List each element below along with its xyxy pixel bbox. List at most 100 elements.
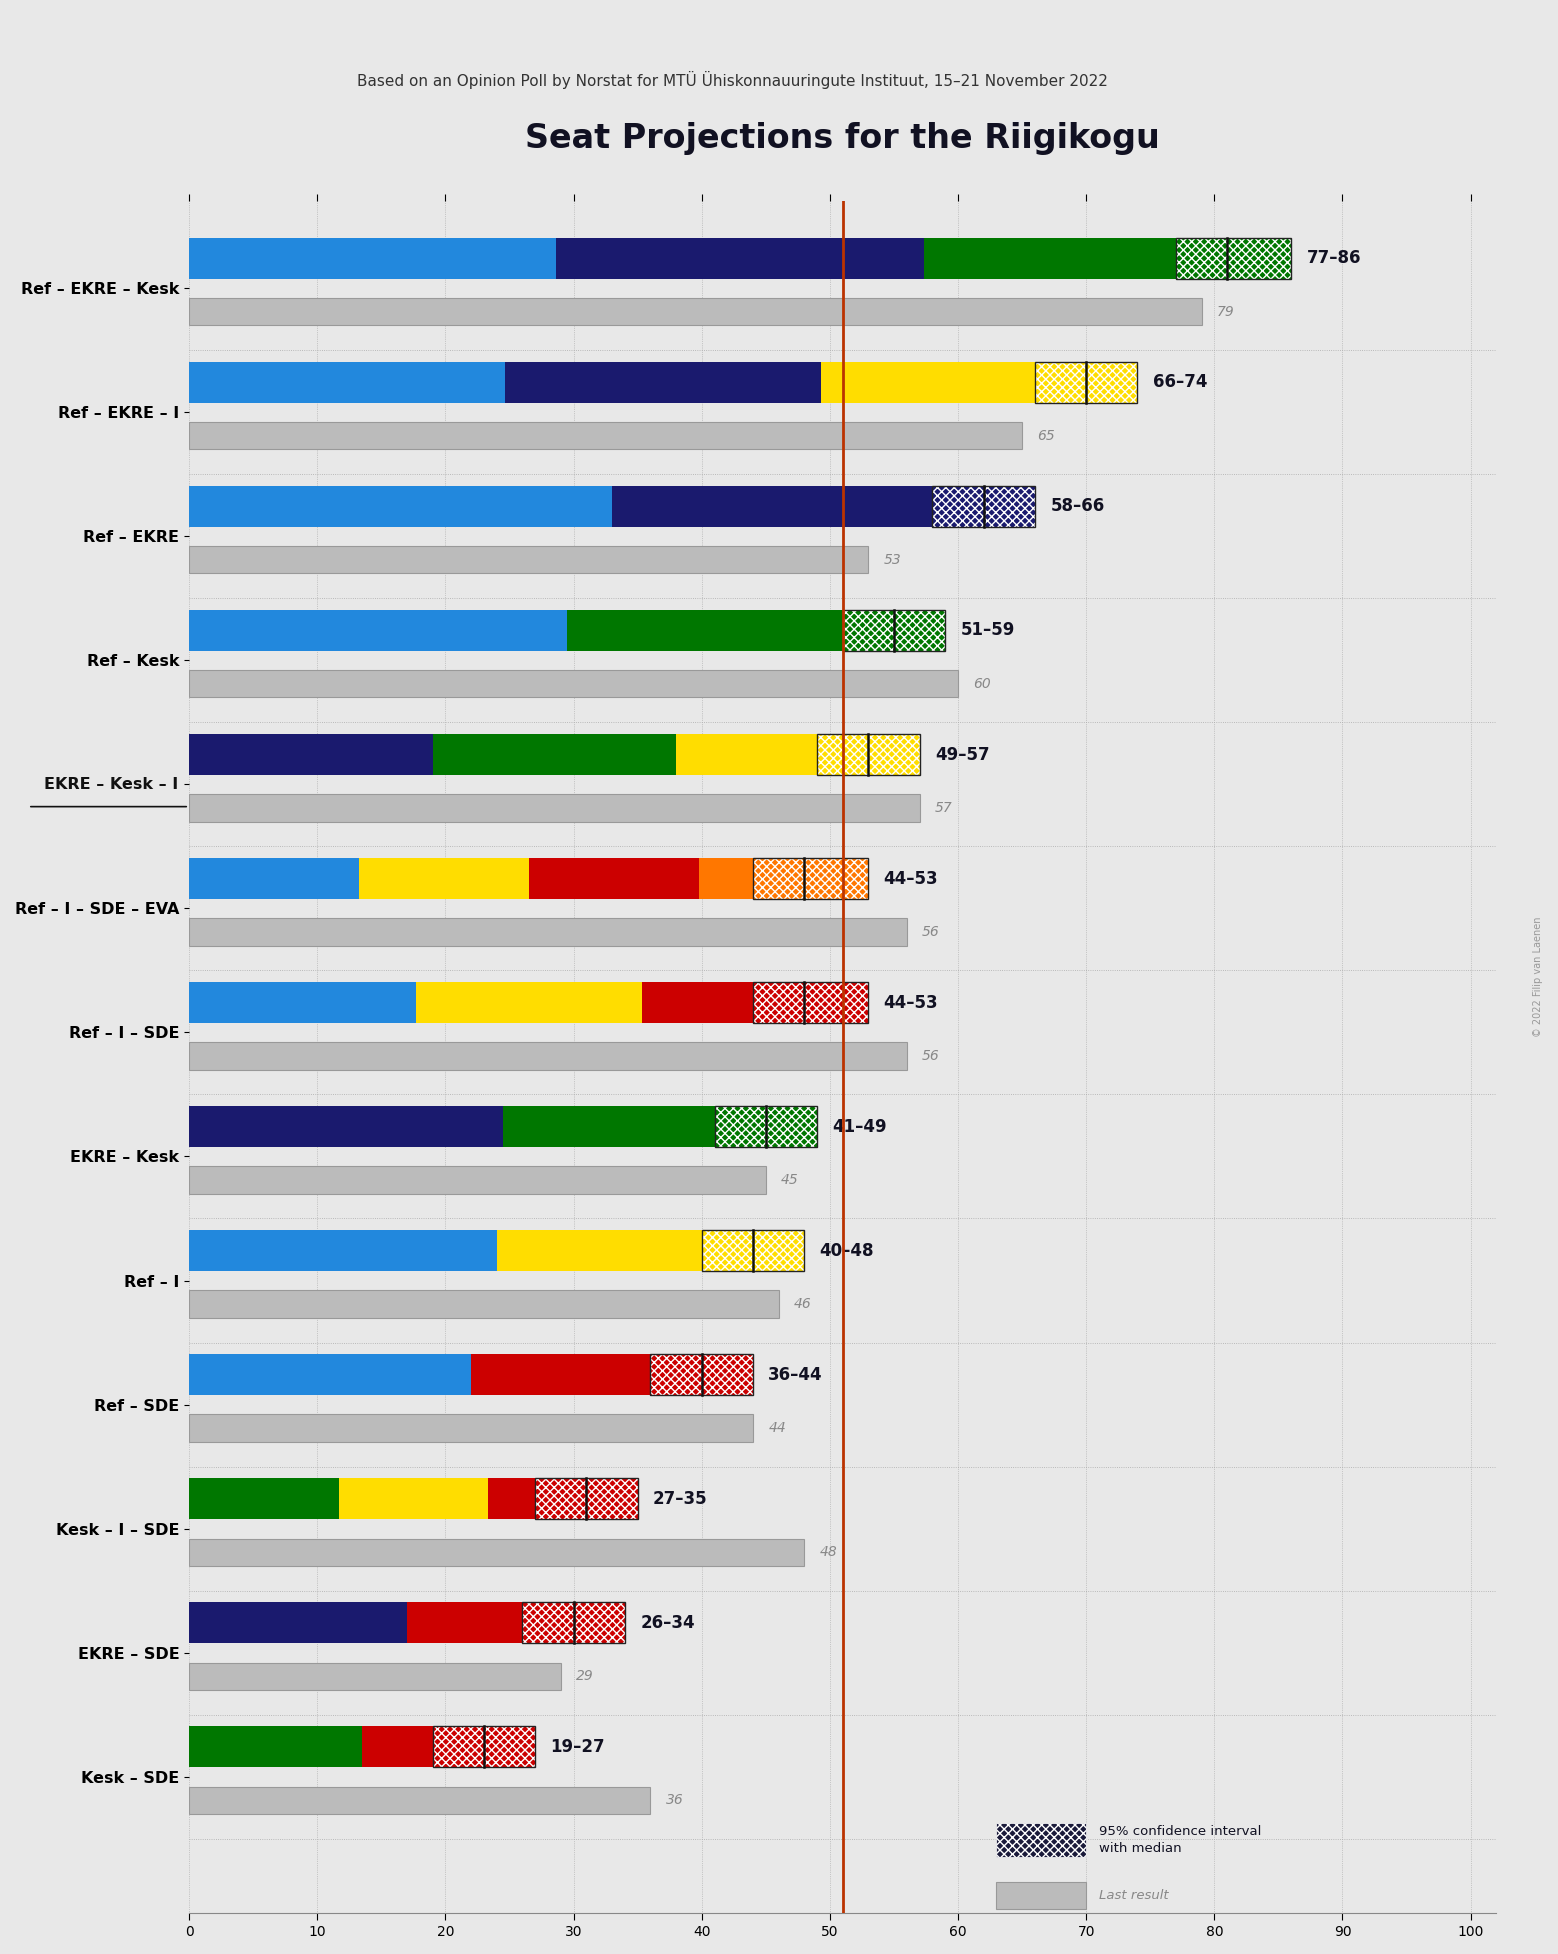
- Text: 44–53: 44–53: [883, 995, 938, 1012]
- Text: 44–53: 44–53: [883, 870, 938, 887]
- Text: 79: 79: [1217, 305, 1234, 319]
- Bar: [816, 735, 919, 776]
- Bar: [189, 1786, 650, 1813]
- Bar: [189, 1727, 361, 1768]
- Bar: [189, 361, 505, 403]
- Bar: [488, 1479, 637, 1520]
- Bar: [433, 735, 676, 776]
- Bar: [433, 1727, 534, 1768]
- Bar: [924, 238, 1292, 279]
- Bar: [505, 361, 821, 403]
- Bar: [676, 735, 919, 776]
- Bar: [642, 983, 868, 1024]
- Text: 49–57: 49–57: [935, 746, 989, 764]
- Bar: [189, 670, 958, 698]
- Bar: [189, 1538, 804, 1565]
- Bar: [189, 1290, 779, 1317]
- Bar: [534, 1479, 637, 1520]
- Bar: [189, 670, 958, 698]
- Bar: [189, 545, 868, 573]
- Bar: [698, 858, 868, 899]
- Bar: [528, 858, 698, 899]
- Bar: [189, 1231, 497, 1272]
- Bar: [497, 1231, 804, 1272]
- Bar: [189, 1167, 767, 1194]
- Bar: [503, 1106, 816, 1147]
- Bar: [1176, 238, 1292, 279]
- Bar: [189, 1602, 407, 1643]
- Text: 66–74: 66–74: [1153, 373, 1207, 391]
- Bar: [821, 361, 1137, 403]
- Bar: [361, 1727, 534, 1768]
- Text: 60: 60: [974, 676, 991, 692]
- Bar: [189, 1786, 650, 1813]
- Bar: [189, 983, 416, 1024]
- Bar: [189, 735, 433, 776]
- Bar: [189, 1106, 503, 1147]
- Bar: [189, 1415, 753, 1442]
- Text: 45: 45: [781, 1172, 799, 1186]
- Bar: [189, 1041, 907, 1069]
- Bar: [358, 858, 528, 899]
- Bar: [753, 858, 868, 899]
- Bar: [189, 1663, 561, 1690]
- Text: 44: 44: [768, 1421, 787, 1434]
- Bar: [189, 545, 868, 573]
- Bar: [534, 1479, 637, 1520]
- Bar: [407, 1602, 625, 1643]
- Bar: [189, 422, 1022, 449]
- Text: 36–44: 36–44: [768, 1366, 823, 1383]
- Bar: [715, 1106, 816, 1147]
- Bar: [997, 1882, 1086, 1909]
- Text: 27–35: 27–35: [653, 1489, 707, 1508]
- Bar: [1035, 361, 1137, 403]
- Bar: [650, 1354, 753, 1395]
- Bar: [612, 487, 1035, 528]
- Text: 95% confidence interval
with median: 95% confidence interval with median: [1098, 1825, 1262, 1854]
- Bar: [567, 610, 946, 651]
- Text: © 2022 Filip van Laenen: © 2022 Filip van Laenen: [1533, 916, 1542, 1038]
- Text: 51–59: 51–59: [961, 621, 1014, 639]
- Bar: [189, 299, 1201, 324]
- Bar: [189, 1354, 471, 1395]
- Bar: [650, 1354, 753, 1395]
- Bar: [753, 983, 868, 1024]
- Bar: [189, 610, 567, 651]
- Text: 19–27: 19–27: [550, 1737, 605, 1757]
- Bar: [997, 1823, 1086, 1858]
- Bar: [932, 487, 1035, 528]
- Bar: [189, 299, 1201, 324]
- Bar: [843, 610, 946, 651]
- Bar: [189, 1290, 779, 1317]
- Bar: [189, 1167, 767, 1194]
- Text: 56: 56: [922, 924, 939, 940]
- Bar: [189, 918, 907, 946]
- Bar: [189, 238, 556, 279]
- Bar: [189, 1663, 561, 1690]
- Text: 65: 65: [1038, 428, 1055, 444]
- Title: Seat Projections for the Riigikogu: Seat Projections for the Riigikogu: [525, 123, 1161, 156]
- Bar: [932, 487, 1035, 528]
- Bar: [701, 1231, 804, 1272]
- Bar: [471, 1354, 753, 1395]
- Bar: [1176, 238, 1292, 279]
- Bar: [189, 1415, 753, 1442]
- Bar: [753, 858, 868, 899]
- Bar: [189, 487, 612, 528]
- Text: 36: 36: [665, 1794, 684, 1807]
- Bar: [189, 858, 358, 899]
- Text: 26–34: 26–34: [640, 1614, 695, 1632]
- Bar: [816, 735, 919, 776]
- Text: 46: 46: [795, 1297, 812, 1311]
- Bar: [189, 1479, 338, 1520]
- Bar: [715, 1106, 816, 1147]
- Bar: [338, 1479, 488, 1520]
- Bar: [556, 238, 924, 279]
- Bar: [416, 983, 642, 1024]
- Text: Based on an Opinion Poll by Norstat for MTÜ Ühiskonnauuringute Instituut, 15–21 : Based on an Opinion Poll by Norstat for …: [357, 70, 1108, 90]
- Text: 57: 57: [935, 801, 952, 815]
- Text: Last result: Last result: [1098, 1890, 1168, 1903]
- Text: 40–48: 40–48: [820, 1241, 874, 1260]
- Bar: [522, 1602, 625, 1643]
- Text: 29: 29: [576, 1669, 594, 1682]
